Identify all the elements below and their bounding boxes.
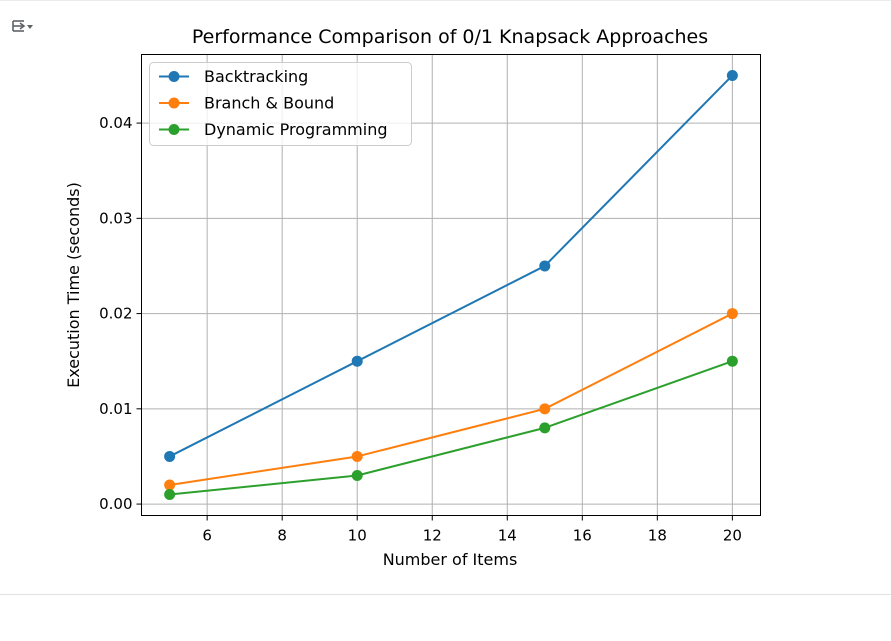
legend-marker-backtracking bbox=[168, 71, 180, 82]
x-tick-label: 16 bbox=[573, 527, 592, 545]
x-tick-label: 12 bbox=[423, 527, 442, 545]
data-point-dynamic-programming bbox=[726, 355, 738, 367]
data-point-branch-bound bbox=[164, 479, 176, 491]
top-divider bbox=[0, 0, 891, 1]
legend: Backtracking Branch & Bound Dynamic Progra… bbox=[149, 62, 412, 146]
data-point-backtracking bbox=[351, 355, 363, 367]
y-tick-label: 0.00 bbox=[99, 495, 132, 513]
y-tick-label: 0.02 bbox=[99, 305, 132, 323]
x-tick-label: 14 bbox=[498, 527, 517, 545]
data-point-dynamic-programming bbox=[539, 422, 551, 434]
data-point-backtracking bbox=[539, 260, 551, 272]
data-point-dynamic-programming bbox=[164, 489, 176, 501]
data-point-branch-bound bbox=[539, 403, 551, 415]
y-tick-label: 0.04 bbox=[99, 114, 132, 132]
output-toggle-button[interactable] bbox=[8, 12, 38, 40]
x-tick-label: 8 bbox=[277, 527, 287, 545]
legend-label-backtracking: Backtracking bbox=[204, 67, 308, 86]
x-axis-label: Number of Items bbox=[383, 550, 518, 569]
data-point-backtracking bbox=[164, 450, 176, 462]
chart-title: Performance Comparison of 0/1 Knapsack A… bbox=[192, 26, 708, 48]
x-tick-label: 18 bbox=[648, 527, 667, 545]
legend-label-dynamic-programming: Dynamic Programming bbox=[204, 120, 387, 139]
line-chart: 6 8 10 12 14 16 18 20 0.00 0.01 0.02 0.03 0.04 Perf… bbox=[64, 26, 761, 569]
y-tick-label: 0.01 bbox=[99, 400, 132, 418]
x-tick-label: 10 bbox=[348, 527, 367, 545]
legend-box bbox=[149, 62, 412, 146]
legend-marker-branch-bound bbox=[168, 97, 180, 109]
series-line-branch-bound bbox=[169, 312, 733, 487]
x-tick-label: 6 bbox=[202, 527, 212, 545]
x-tick-label: 20 bbox=[723, 527, 742, 545]
y-axis-label: Execution Time (seconds) bbox=[64, 182, 83, 388]
legend-label-branch-bound: Branch & Bound bbox=[204, 94, 334, 113]
x-axis-ticks: 6 8 10 12 14 16 18 20 bbox=[202, 515, 742, 545]
output-toggle-icon bbox=[12, 20, 33, 32]
data-point-branch-bound bbox=[351, 450, 363, 462]
series-line-dynamic-programming bbox=[169, 360, 733, 496]
data-point-branch-bound bbox=[726, 308, 738, 320]
y-axis-ticks: 0.00 0.01 0.02 0.03 0.04 bbox=[99, 114, 142, 513]
data-point-dynamic-programming bbox=[351, 469, 363, 481]
series-layer bbox=[164, 69, 738, 501]
y-tick-label: 0.03 bbox=[99, 209, 132, 227]
bottom-divider bbox=[0, 594, 891, 595]
series-line-backtracking bbox=[169, 74, 734, 458]
legend-marker-dynamic-programming bbox=[168, 124, 180, 135]
plot-frame bbox=[141, 54, 761, 516]
data-point-backtracking bbox=[726, 69, 738, 81]
